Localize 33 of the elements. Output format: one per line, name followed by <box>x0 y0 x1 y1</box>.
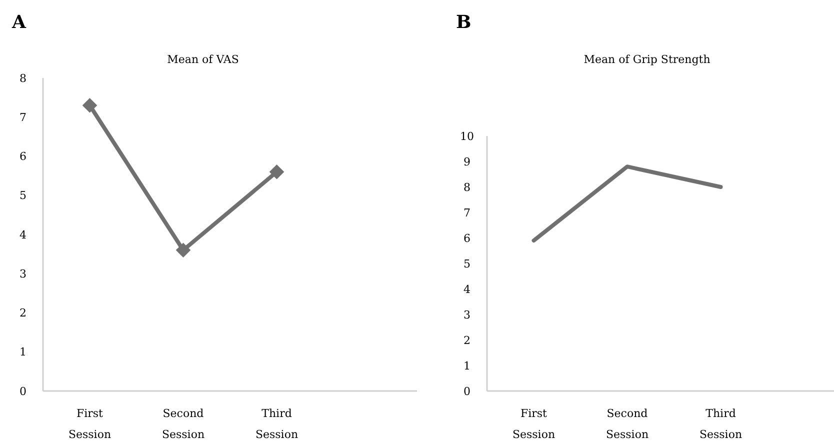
y-tick-label: 2 <box>464 334 470 347</box>
y-tick-label: 1 <box>20 346 26 359</box>
y-tick-label: 8 <box>20 72 26 85</box>
y-tick-label: 4 <box>20 228 26 242</box>
y-tick-label: 1 <box>464 359 470 372</box>
x-tick-label: Second Session <box>606 407 649 441</box>
y-tick-label: 0 <box>464 384 470 398</box>
chart-title: Mean of Grip Strength <box>584 53 710 66</box>
y-tick-label: 4 <box>464 282 470 296</box>
y-tick-label: 7 <box>464 206 470 220</box>
x-tick-label: Second Session <box>162 407 205 441</box>
x-tick-label: Third Session <box>255 407 298 441</box>
y-tick-label: 2 <box>20 306 26 320</box>
text: B <box>456 12 472 33</box>
y-tick-label: 7 <box>20 110 26 124</box>
y-tick-label: 6 <box>20 150 26 164</box>
x-tick-label: Third Session <box>699 407 742 441</box>
y-tick-label: 8 <box>464 180 470 194</box>
text: A <box>11 12 27 33</box>
point <box>176 242 191 258</box>
chart-title: Mean of VAS <box>167 53 239 66</box>
x-tick-label: First Session <box>512 407 556 441</box>
x-tick-label: First Session <box>68 407 112 441</box>
point <box>269 164 284 180</box>
y-tick-label: 6 <box>464 232 470 245</box>
y-tick-label: 5 <box>464 257 470 270</box>
point <box>82 98 98 113</box>
y-tick-label: 3 <box>20 267 26 280</box>
y-tick-label: 9 <box>464 155 470 168</box>
y-tick-label: 5 <box>20 189 26 202</box>
y-tick-label: 3 <box>464 308 470 322</box>
y-tick-label: 0 <box>20 384 26 398</box>
y-tick-label: 10 <box>460 130 474 143</box>
